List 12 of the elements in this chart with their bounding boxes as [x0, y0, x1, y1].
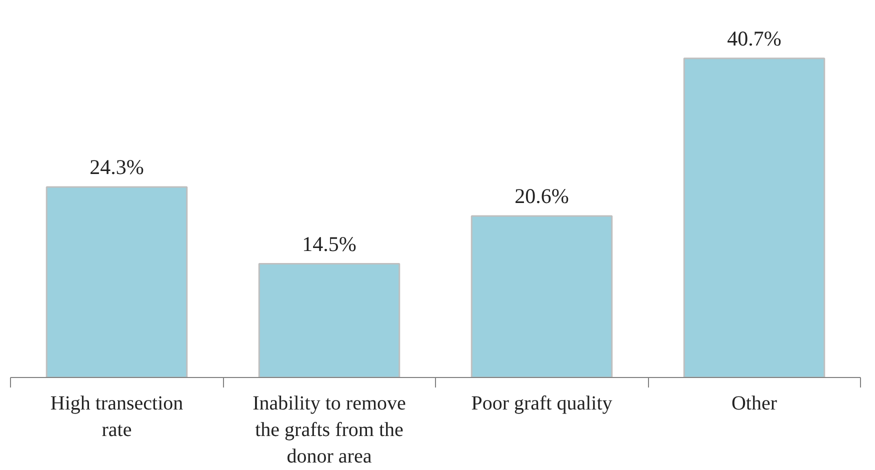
bar [258, 263, 400, 378]
x-tick-label: Inability to remove the grafts from the donor area [252, 392, 406, 468]
data-label: 14.5% [302, 232, 356, 256]
data-label: 40.7% [727, 26, 782, 50]
x-tick-label: Other [731, 392, 778, 414]
bar [46, 186, 188, 378]
data-label: 20.6% [514, 184, 569, 208]
x-tick-label: High transection rate [50, 392, 184, 441]
bar [470, 215, 613, 378]
x-tick-label: Poor graft quality [471, 392, 612, 414]
data-label: 24.3% [90, 154, 144, 179]
bar [683, 58, 826, 378]
